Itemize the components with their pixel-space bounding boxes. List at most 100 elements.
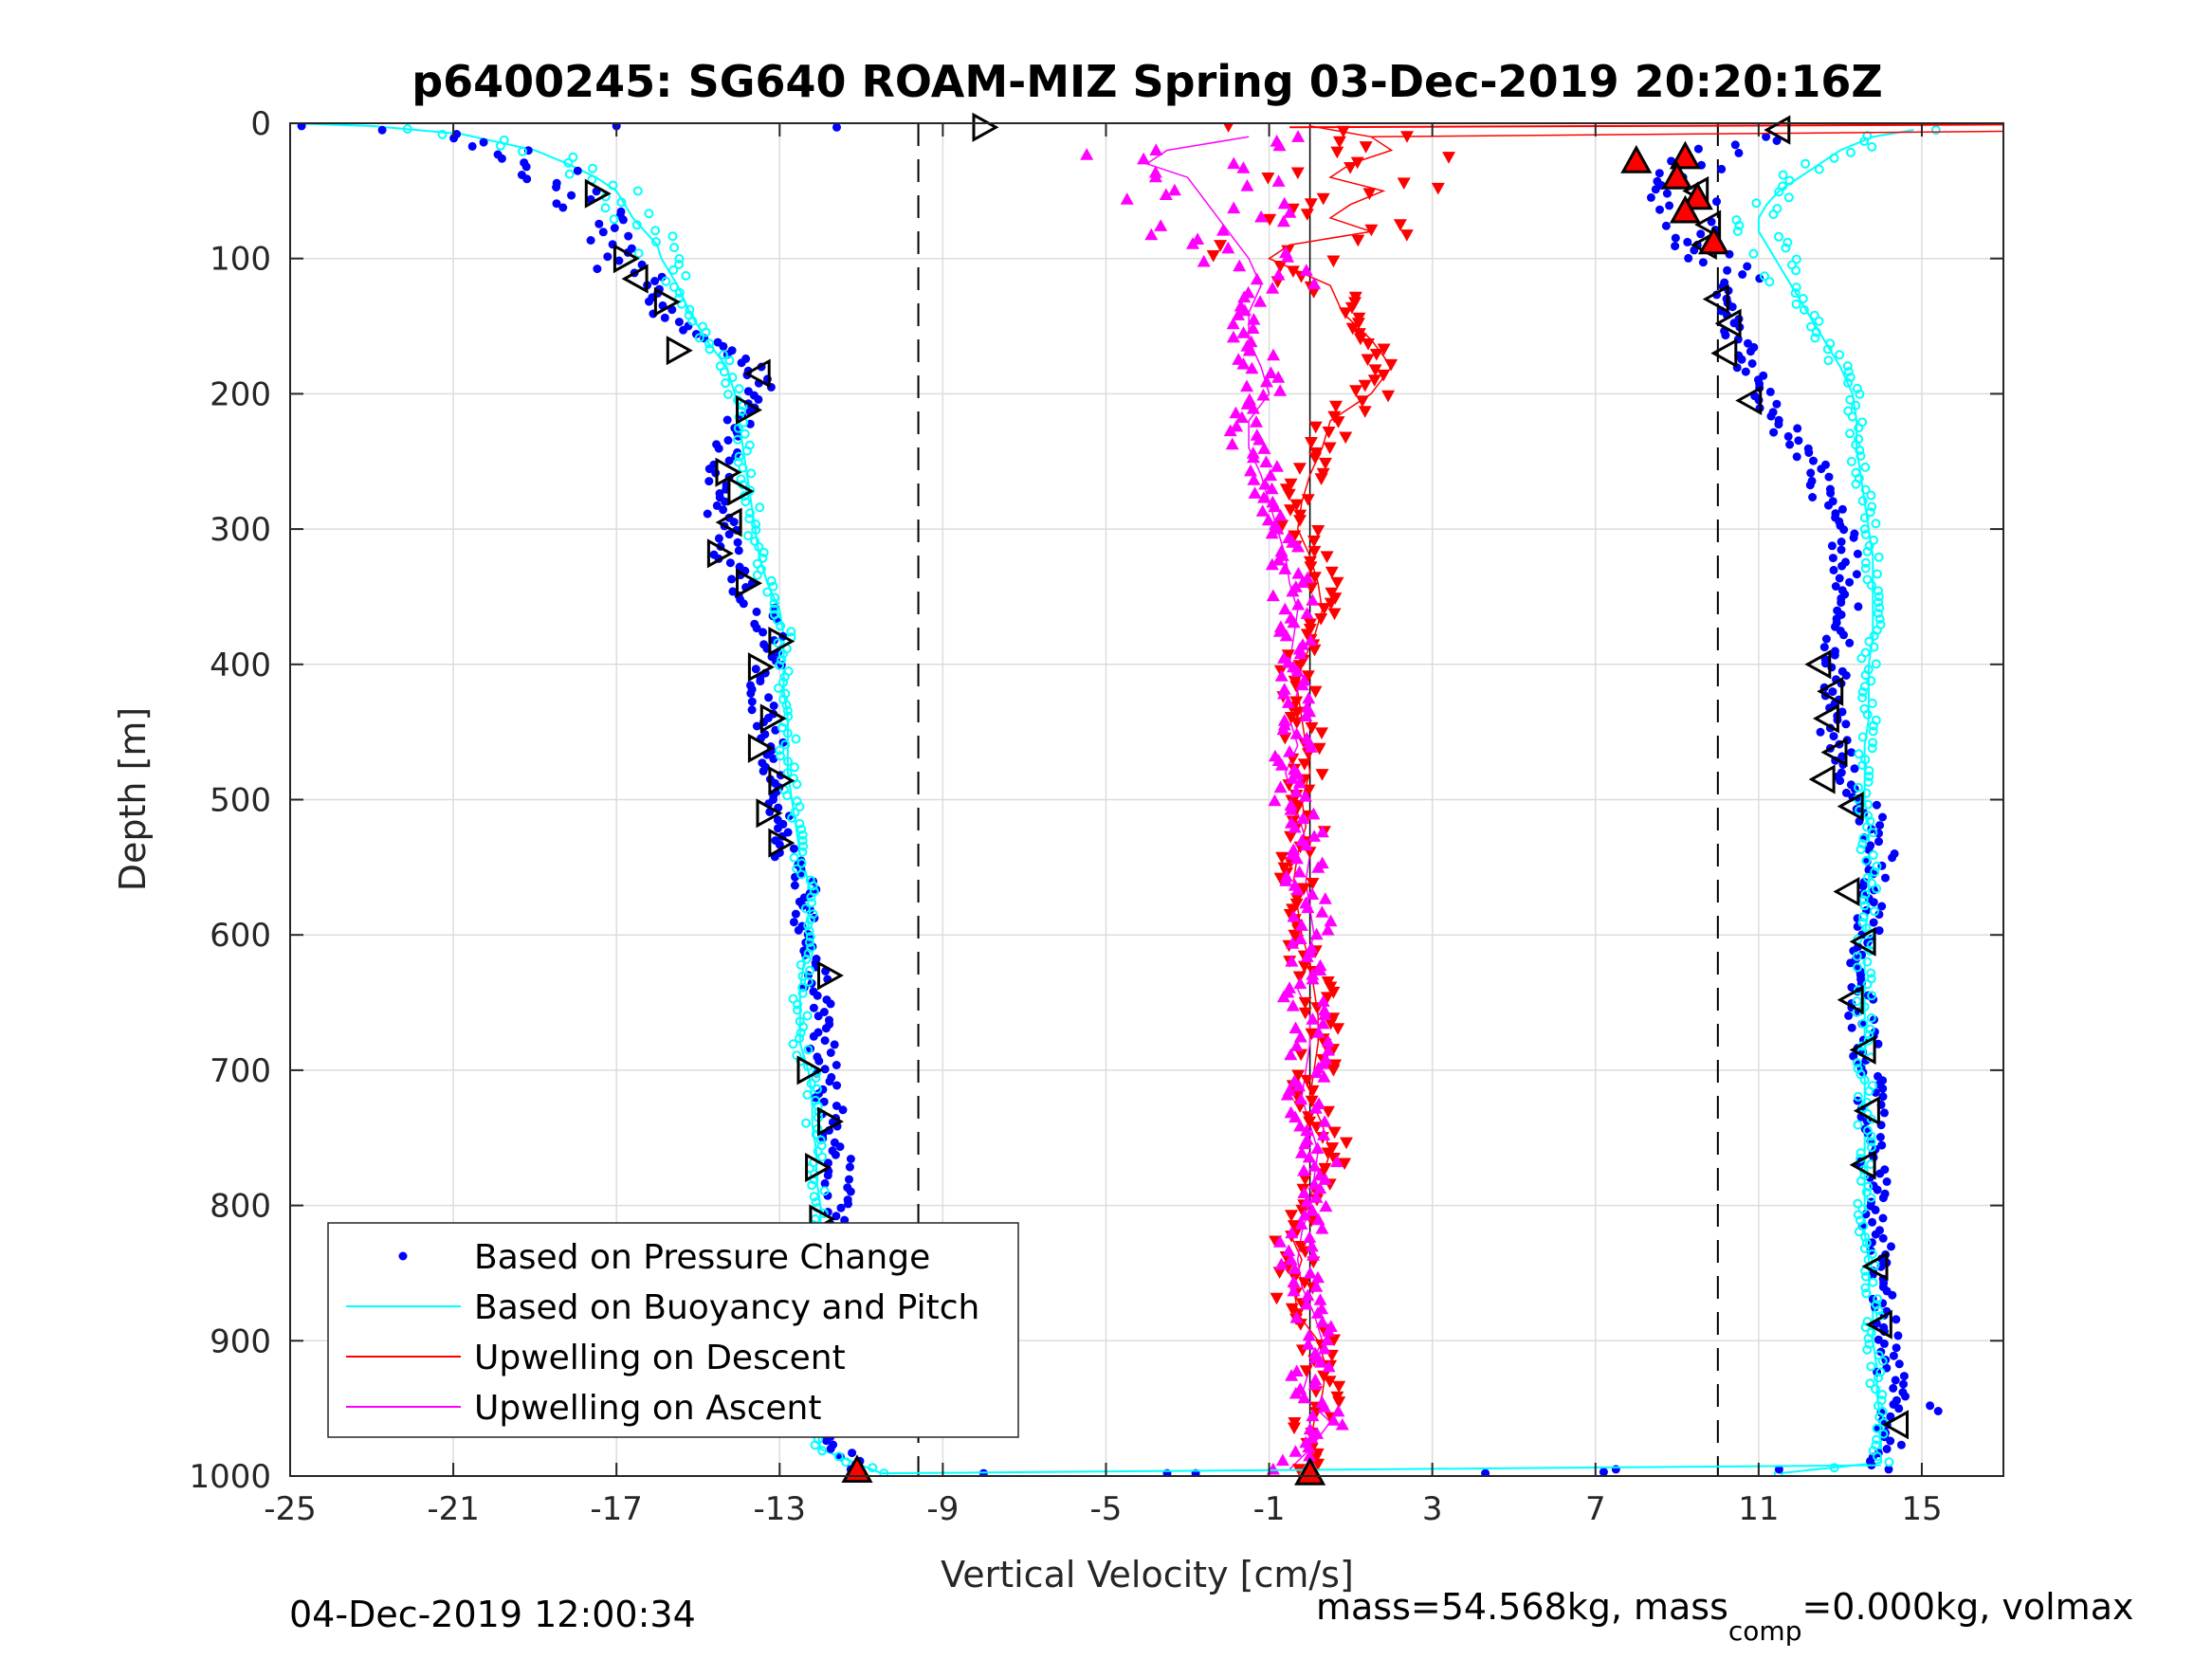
buoyancy-descent-point [733,434,742,445]
pressure-ascent-point [1794,436,1803,446]
upwelling-ascent-point [1257,491,1271,503]
pressure-ascent-point [1769,428,1779,437]
open-triangle-marker [817,960,844,991]
buoyancy-ascent-point [1866,1142,1876,1153]
pressure-descent-point [603,252,612,262]
upwelling-ascent-point [1284,1252,1298,1266]
buoyancy-ascent-point [1858,895,1869,905]
pressure-descent-point [794,925,803,935]
pressure-descent-point [820,1065,830,1074]
pressure-descent-point [846,1187,855,1196]
buoyancy-descent-point [817,1152,828,1162]
upwelling-ascent-point [1271,553,1286,566]
upwelling-descent-point [1293,515,1307,527]
upwelling-descent-point [1273,261,1288,273]
upwelling-ascent-point [1271,268,1286,281]
pressure-outlier-point [1933,1407,1943,1415]
pressure-descent-point [593,264,602,274]
pressure-ascent-point [1886,1412,1895,1421]
upwelling-ascent-point [1296,575,1310,588]
buoyancy-descent-point [734,451,744,462]
buoyancy-ascent-point [1860,670,1871,681]
buoyancy-ascent-point [1862,957,1873,967]
x-tick-label: 7 [1585,1490,1606,1528]
y-tick-label: 300 [210,511,271,549]
upwelling-descent-point [1344,162,1358,174]
data-layer [290,123,2003,1476]
upwelling-ascent-point [1288,1262,1302,1274]
pressure-descent-point [645,297,653,306]
open-triangle-marker [1833,876,1860,907]
upwelling-ascent-point [1304,740,1318,753]
pressure-ascent-point [1835,574,1844,583]
upwelling-ascent-point [1308,1102,1323,1114]
upwelling-ascent-point [1286,772,1299,784]
upwelling-descent-point [1307,545,1322,558]
buoyancy-ascent-point [1851,479,1861,489]
upwelling-descent-point [1316,192,1330,206]
buoyancy-ascent-point [1760,271,1769,282]
upwelling-ascent-point [1284,1048,1298,1061]
upwelling-descent-point [1278,732,1292,745]
upwelling-ascent-point [1324,914,1338,927]
y-tick-label: 500 [210,782,271,820]
pressure-descent-point [449,134,459,143]
buoyancy-ascent-point [1873,1294,1883,1304]
upwelling-descent-point [1327,1126,1342,1139]
pressure-descent-point [846,1155,855,1163]
buoyancy-ascent-point [1854,1227,1864,1237]
buoyancy-ascent-point [1866,1131,1876,1141]
buoyancy-ascent-point [1854,749,1864,759]
buoyancy-descent-point [770,592,780,603]
upwelling-ascent-point [1154,219,1168,231]
upwelling-ascent-point [1186,237,1199,249]
buoyancy-ascent-point [1863,1181,1874,1192]
buoyancy-ascent-point [1860,484,1871,495]
pressure-descent-point [614,256,624,265]
buoyancy-ascent-point [1867,501,1877,512]
upwelling-ascent-point [1250,415,1263,428]
upwelling-ascent-point [1272,138,1287,152]
upwelling-ascent-point [1285,955,1299,967]
upwelling-descent-point [1345,322,1360,336]
buoyancy-ascent-point [1778,170,1788,180]
pressure-descent-point [823,1171,832,1180]
pressure-ascent-point [1845,638,1855,647]
upwelling-ascent-point [1289,1445,1303,1457]
open-triangle-marker [736,568,762,598]
pressure-descent-point [727,574,737,584]
buoyancy-ascent-point [1814,316,1824,326]
buoyancy-ascent-point [1871,659,1881,669]
upwelling-ascent-point [1298,790,1312,802]
buoyancy-ascent-point [1864,766,1874,775]
upwelling-ascent-point [1289,1311,1304,1323]
pressure-descent-point [467,141,477,151]
pressure-descent-point [769,702,778,710]
buoyancy-ascent-point [1857,839,1868,849]
pressure-descent-point [764,693,774,702]
upwelling-ascent-point [1286,584,1300,597]
upwelling-ascent-point [1317,1128,1331,1140]
buoyancy-descent-point [669,243,680,253]
upwelling-descent-point [1399,229,1414,242]
buoyancy-ascent-point [1774,187,1784,197]
upwelling-ascent-point [1287,1275,1301,1287]
buoyancy-ascent-point [1854,782,1863,793]
x-tick-label: 15 [1901,1490,1942,1528]
pressure-descent-point [679,325,688,335]
upwelling-ascent-point [1302,1328,1316,1341]
buoyancy-descent-point [778,677,788,687]
open-triangle-marker [666,336,693,366]
buoyancy-descent-point [564,169,575,179]
pressure-ascent-point [1734,148,1744,157]
pressure-ascent-point [1871,1205,1880,1214]
pressure-descent-point [832,1102,841,1110]
buoyancy-ascent-point [1851,400,1861,410]
upwelling-ascent-point [1307,1159,1322,1172]
buoyancy-ascent-point [1784,175,1795,186]
upwelling-ascent-point [1265,557,1279,571]
buoyancy-descent-point [721,378,731,389]
buoyancy-ascent-point [1867,141,1877,152]
upwelling-ascent-point [1335,1417,1349,1431]
upwelling-ascent-point [1274,669,1289,682]
